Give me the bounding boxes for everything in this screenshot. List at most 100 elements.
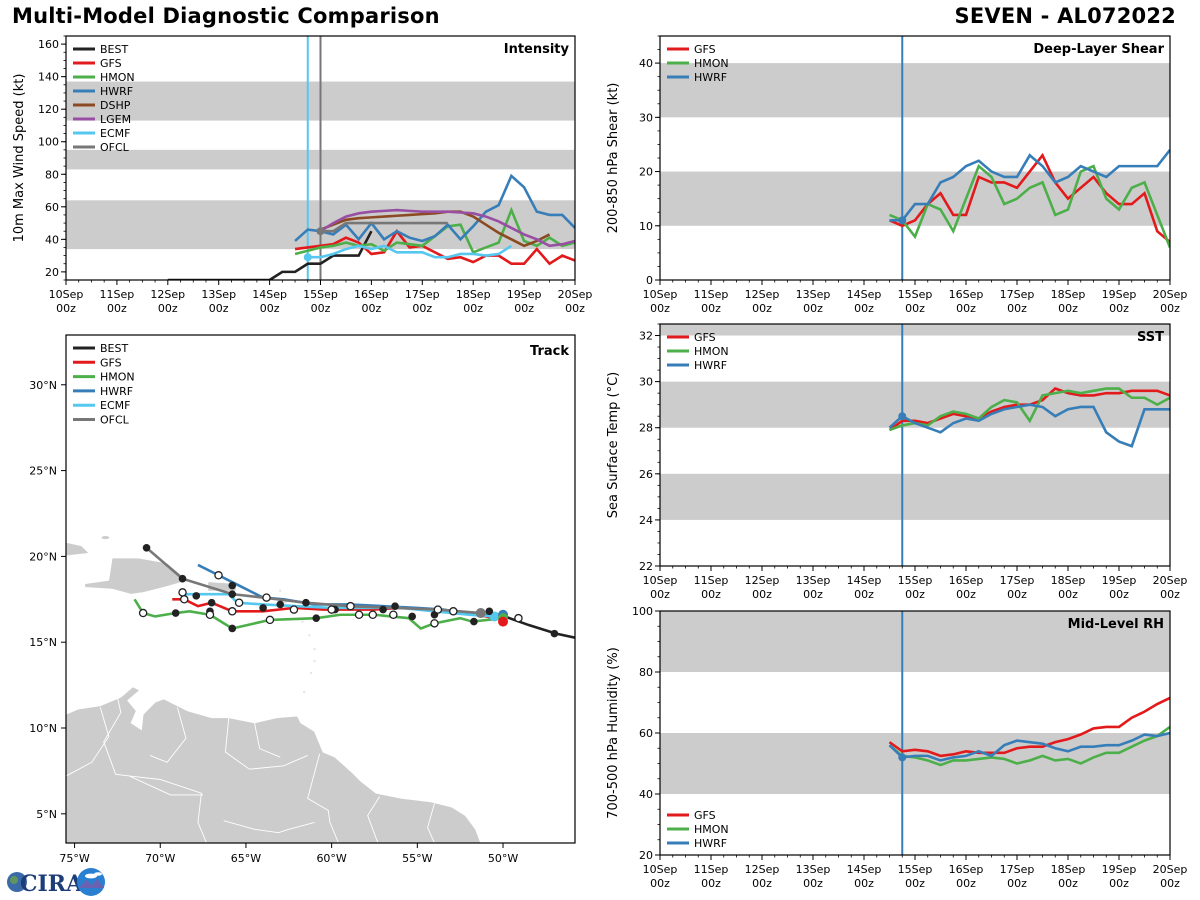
x-tick-label-date: 20Sep [1153,863,1188,876]
track-marker-filled [391,602,399,610]
plot-frame [659,35,1171,281]
x-tick-label-date: 17Sep [1000,863,1035,876]
x-tick-label-date: 18Sep [1051,863,1086,876]
y-tick-label: 20 [639,849,653,862]
legend-label-hwrf: HWRF [694,71,727,84]
south-america-land [66,686,482,843]
x-tick-label-hour: 00z [752,588,772,601]
y-tick-label: 32 [639,330,653,343]
x-tick-label: 60°W [316,852,346,865]
panel-shear: 01020304010Sep00z11Sep00z12Sep00z13Sep00… [606,35,1187,315]
mountain-icon [79,879,104,888]
init-marker-hwrf [898,412,907,421]
y-tick-label: 30°N [29,379,57,392]
x-tick-label-date: 17Sep [1000,288,1035,301]
x-tick-label-hour: 00z [905,302,925,315]
y-tick-label: 60 [639,727,653,740]
panel-title: SST [1137,330,1164,345]
country-border [224,717,308,770]
x-tick-label-hour: 00z [905,877,925,890]
island-land [284,601,287,604]
hispaniola-land [84,557,189,595]
x-tick-label-date: 13Sep [796,288,831,301]
y-axis-label: 700-500 hPa Humidity (%) [606,647,621,819]
x-tick-label-date: 12Sep [745,574,780,587]
y-tick-label: 100 [38,136,59,149]
country-border [223,820,315,834]
cloud-icon [85,873,97,879]
track-marker-filled [550,629,559,638]
track-marker-open [368,610,378,619]
threshold-band [660,171,1170,226]
x-tick-label-hour: 00z [158,302,178,315]
series-line-hmon [888,163,1170,248]
x-tick-label-date: 11Sep [694,288,729,301]
y-tick-label: 140 [38,71,59,84]
x-tick-label-date: 13Sep [201,288,236,301]
x-tick-label-hour: 00z [565,302,585,315]
x-tick-label-date: 18Sep [1051,574,1086,587]
y-tick-label: 10°N [29,722,57,735]
globe-land-icon [10,876,18,884]
track-marker-open [327,605,336,614]
x-tick-label-hour: 00z [1007,877,1027,890]
legend-label-best: BEST [100,43,128,56]
x-tick-label-date: 14Sep [847,574,882,587]
track-marker-open [449,607,458,616]
track-line-ofcl [145,546,481,615]
island-land [301,620,304,623]
x-tick-label-date: 17Sep [1000,574,1035,587]
x-tick-label-date: 18Sep [1051,288,1086,301]
legend-label-hmon: HMON [694,823,729,836]
track-marker-open [178,588,187,597]
y-tick-label: 20 [639,166,653,179]
legend-label-ofcl: OFCL [100,414,130,427]
cira-logo: CIRA [7,868,105,897]
track-marker-open [354,610,364,619]
x-tick-label-hour: 00z [701,302,721,315]
init-marker-ofcl [316,227,325,236]
track-marker-open [138,608,148,618]
cuba-land [66,542,89,556]
series-line-hmon [888,725,1170,767]
inagua-land [101,536,110,540]
series-line-hwrf [294,173,575,243]
legend-label-hwrf: HWRF [100,385,133,398]
x-tick-label-date: 12Sep [745,288,780,301]
y-tick-label: 40 [45,233,59,246]
x-tick-label-hour: 00z [854,588,874,601]
x-tick-label-date: 10Sep [643,574,678,587]
legend-label-ecmf: ECMF [100,127,130,140]
x-tick-label-date: 20Sep [558,288,593,301]
land-masses [66,536,482,843]
x-tick-label: 75°W [59,852,89,865]
track-marker-filled [312,614,321,622]
x-tick-label-date: 14Sep [847,288,882,301]
x-tick-label-hour: 00z [803,302,823,315]
x-tick-label-hour: 00z [1109,588,1129,601]
cira-wordmark: CIRA [20,871,84,897]
plot-frame [65,35,576,281]
x-tick-label: 70°W [145,852,175,865]
track-marker-filled [379,605,387,614]
x-tick-label-date: 19Sep [507,288,542,301]
x-tick-label-hour: 00z [1058,302,1078,315]
track-init-dot-gfs [498,616,509,627]
panel-title: Track [530,344,569,359]
y-tick-label: 80 [639,666,653,679]
x-tick-label-date: 11Sep [694,863,729,876]
y-tick-label: 100 [632,605,653,618]
panel-sst: 22242628303210Sep00z11Sep00z12Sep00z13Se… [606,323,1187,601]
series-line-ofcl [320,221,448,233]
y-axis-label: 10m Max Wind Speed (kt) [12,74,27,243]
track-marker-open [205,610,215,619]
track-marker-filled [228,590,237,598]
x-tick-label: 50°W [488,852,518,865]
x-tick-label-hour: 00z [1058,588,1078,601]
track-marker-filled [408,612,416,621]
x-tick-label-date: 19Sep [1102,574,1137,587]
x-tick-label: 55°W [402,852,432,865]
track-marker-open [180,595,189,604]
x-tick-label-hour: 00z [1007,302,1027,315]
island-land [308,634,311,637]
